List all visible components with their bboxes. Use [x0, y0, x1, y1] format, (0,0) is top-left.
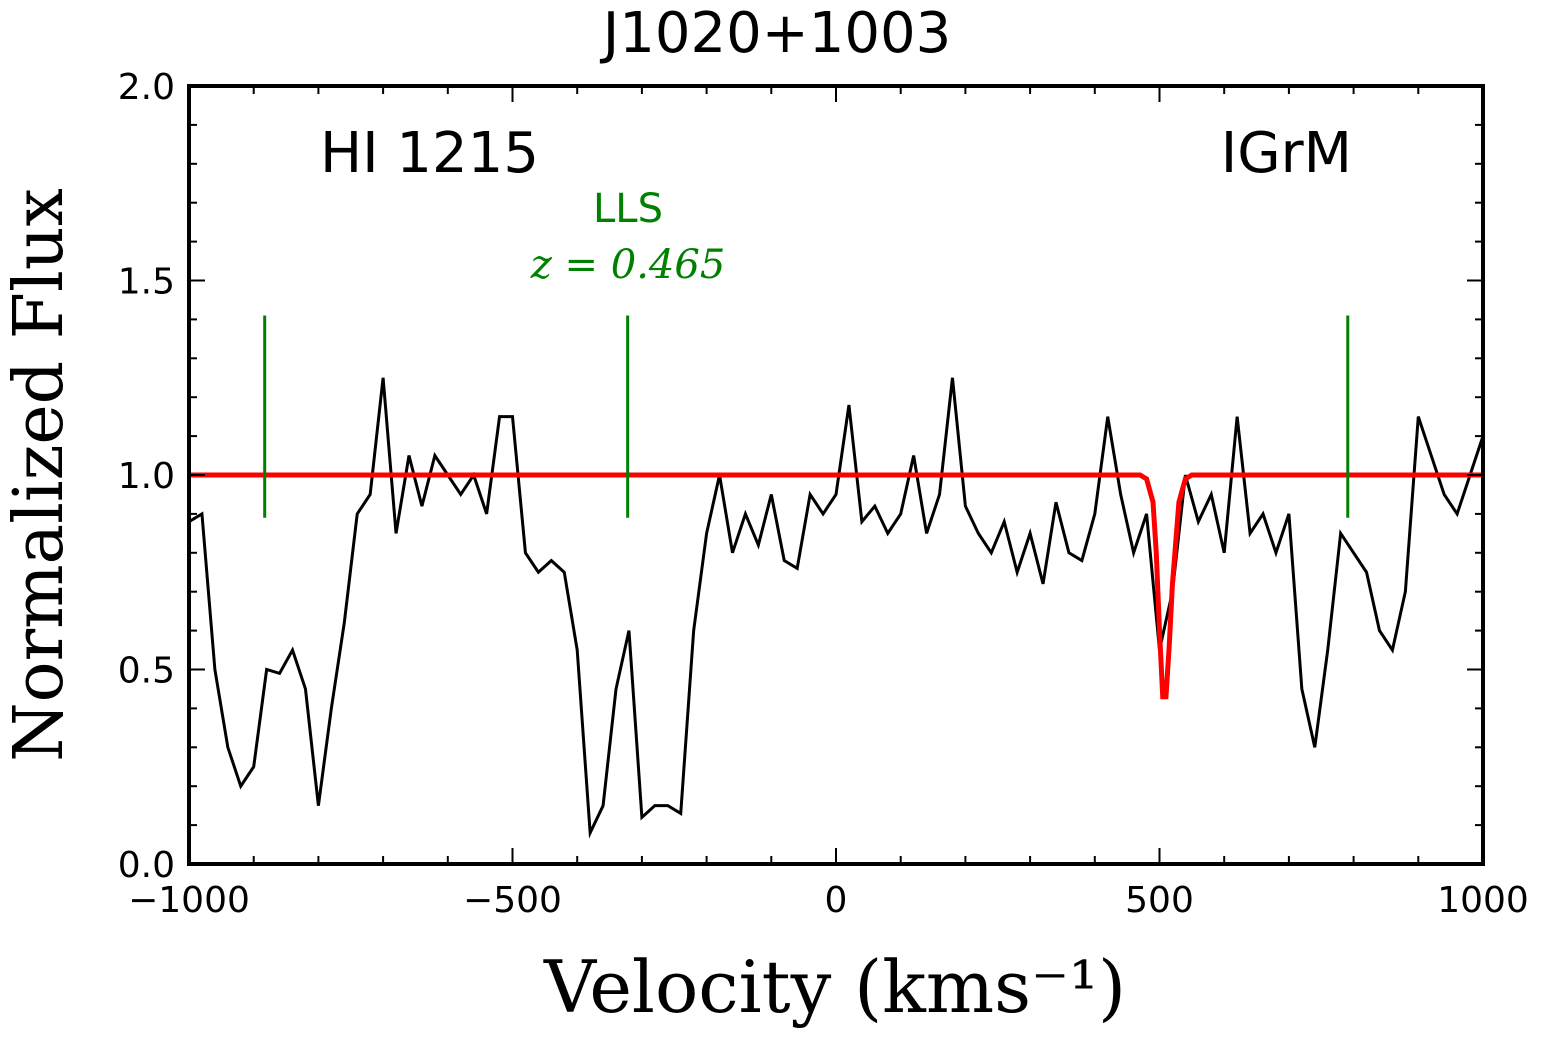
x-tick-label: 500 — [1125, 880, 1194, 921]
y-tick-label: 0.5 — [118, 651, 175, 692]
x-tick-label: −1000 — [128, 880, 250, 921]
y-tick-label: 0.0 — [118, 845, 175, 886]
x-tick-label: −500 — [463, 880, 562, 921]
y-tick-label: 1.5 — [118, 262, 175, 303]
data-line — [189, 472, 1483, 700]
data-line — [188, 377, 1485, 839]
x-axis-label: Velocity (kms⁻¹) — [543, 945, 1126, 1029]
chart-title: J1020+1003 — [600, 1, 951, 66]
y-axis-label: Normalized Flux — [0, 188, 79, 762]
annotation: HI 1215 — [320, 121, 539, 186]
annotation: IGrM — [1221, 121, 1352, 186]
y-tick-label: 2.0 — [118, 67, 175, 108]
y-tick-label: 1.0 — [118, 456, 175, 497]
annotation: LLS — [593, 186, 663, 232]
x-tick-label: 0 — [825, 880, 848, 921]
x-tick-label: 1000 — [1437, 880, 1529, 921]
annotation: z = 0.465 — [530, 242, 726, 288]
